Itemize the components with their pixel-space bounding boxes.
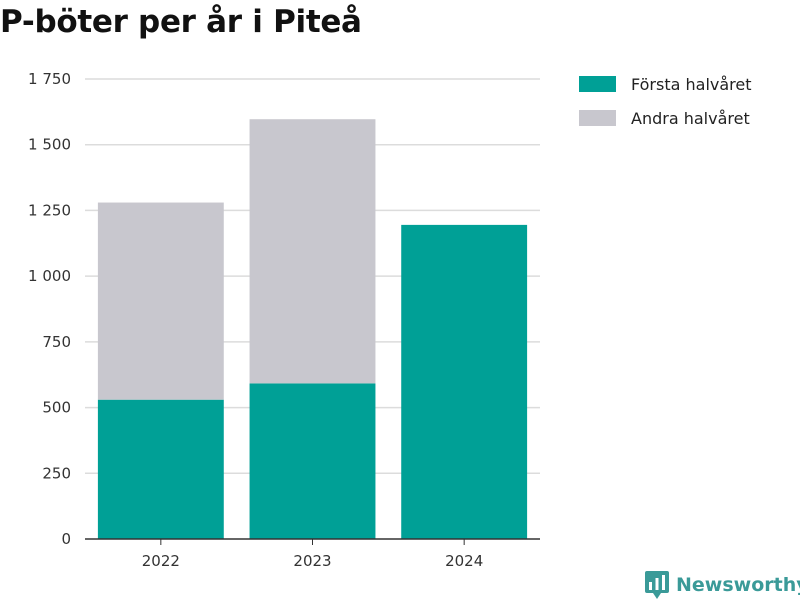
y-tick-label: 750 — [42, 333, 71, 351]
bar-2022-första-halvåret — [97, 399, 224, 539]
x-tick-label: 2024 — [445, 552, 483, 570]
legend-swatch — [579, 76, 616, 92]
legend-label: Första halvåret — [631, 75, 752, 94]
bar-2024-första-halvåret — [401, 224, 528, 539]
y-tick-label: 1 250 — [28, 201, 71, 219]
bar-2023-andra-halvåret — [249, 119, 376, 384]
y-tick-label: 1 000 — [28, 267, 71, 285]
y-tick-label: 500 — [42, 399, 71, 417]
legend: Första halvåret Andra halvåret — [579, 75, 752, 128]
axes: 0 250 500 750 1 000 1 250 1 500 1 750 2022 2023 20… — [28, 70, 540, 570]
bar-2023-första-halvåret — [249, 383, 376, 539]
x-tick-label: 2022 — [142, 552, 180, 570]
chart-title: P-böter per år i Piteå — [0, 4, 362, 40]
y-tick-label: 0 — [61, 530, 71, 548]
newsworthy-logo-icon — [645, 571, 669, 599]
x-tick-label: 2023 — [293, 552, 331, 570]
legend-label: Andra halvåret — [631, 109, 750, 128]
bar-2022-andra-halvåret — [97, 202, 224, 400]
brand-name: Newsworthy — [676, 574, 800, 596]
branding: Newsworthy — [644, 570, 800, 600]
y-tick-label: 1 500 — [28, 136, 71, 154]
y-tick-label: 250 — [42, 464, 71, 482]
bars — [97, 119, 528, 539]
legend-swatch — [579, 110, 616, 126]
y-tick-label: 1 750 — [28, 70, 71, 88]
